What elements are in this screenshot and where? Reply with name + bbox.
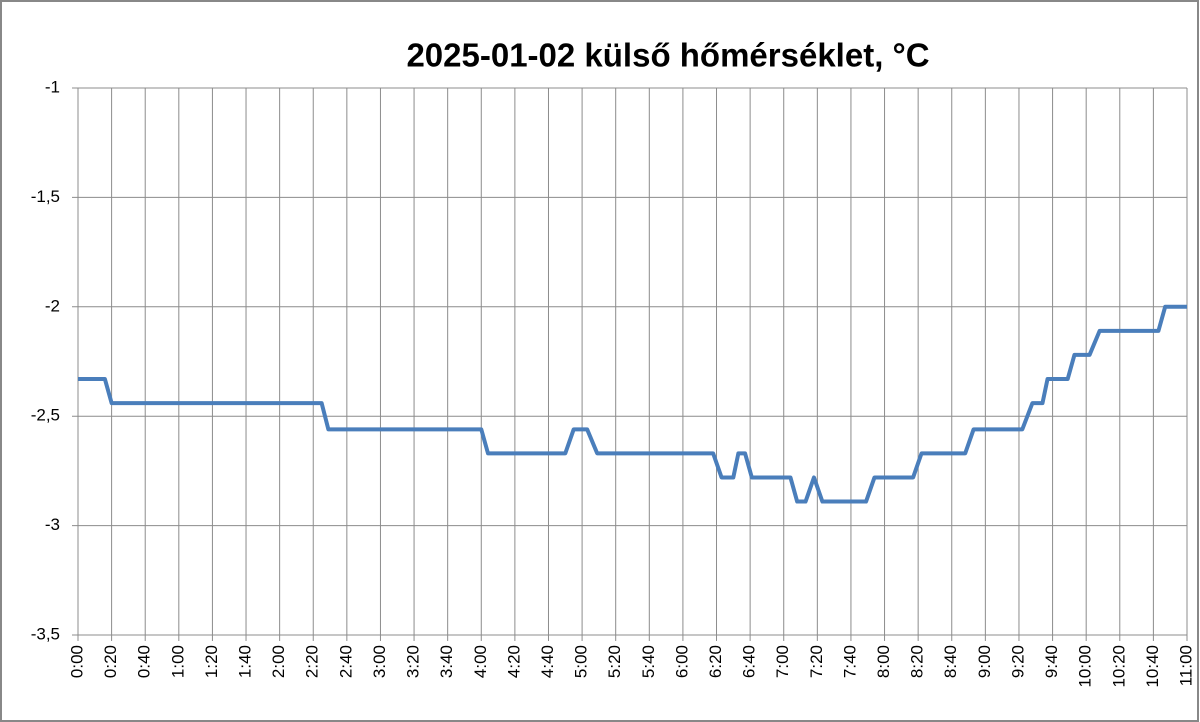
x-tick-label: 0:20 <box>101 645 120 678</box>
x-tick-label: 6:00 <box>672 645 691 678</box>
x-tick-label: 3:20 <box>404 645 423 678</box>
x-tick-label: 6:20 <box>706 645 725 678</box>
x-tick-label: 9:20 <box>1008 645 1027 678</box>
x-tick-label: 2:20 <box>303 645 322 678</box>
x-tick-label: 7:00 <box>773 645 792 678</box>
data-line <box>78 304 1187 504</box>
x-tick-label: 4:40 <box>538 645 557 678</box>
x-tick-label: 10:20 <box>1109 645 1128 688</box>
x-tick-label: 1:00 <box>168 645 187 678</box>
x-tick-label: 8:40 <box>941 645 960 678</box>
x-tick-label: 7:40 <box>840 645 859 678</box>
x-tick-label: 10:00 <box>1076 645 1095 688</box>
x-tick-label: 4:20 <box>504 645 523 678</box>
x-tick-label: 8:20 <box>908 645 927 678</box>
x-tick-label: 1:20 <box>202 645 221 678</box>
x-tick-label: 0:00 <box>67 645 86 678</box>
y-tick-label: -2,5 <box>31 406 60 425</box>
x-tick-label: 0:40 <box>135 645 154 678</box>
y-tick-label: -2 <box>45 296 60 315</box>
y-tick-label: -3 <box>45 515 60 534</box>
x-tick-label: 2:00 <box>269 645 288 678</box>
x-tick-label: 11:00 <box>1176 645 1195 686</box>
x-tick-label: 8:00 <box>874 645 893 678</box>
x-tick-label: 9:40 <box>1042 645 1061 678</box>
x-tick-label: 5:00 <box>572 645 591 678</box>
x-tick-label: 7:20 <box>807 645 826 678</box>
x-tick-label: 2:40 <box>336 645 355 678</box>
x-tick-label: 10:40 <box>1143 645 1162 688</box>
x-tick-label: 3:40 <box>437 645 456 678</box>
x-tick-label: 5:40 <box>639 645 658 678</box>
x-tick-label: 1:40 <box>236 645 255 678</box>
x-tick-label: 5:20 <box>605 645 624 678</box>
y-tick-label: -1 <box>45 77 60 96</box>
y-tick-label: -1,5 <box>31 187 60 206</box>
x-tick-label: 6:40 <box>740 645 759 678</box>
y-tick-label: -3,5 <box>31 624 60 643</box>
x-tick-label: 3:00 <box>370 645 389 678</box>
x-tick-label: 9:00 <box>975 645 994 678</box>
chart-title: 2025-01-02 külső hőmérséklet, °C <box>406 37 929 74</box>
x-tick-label: 4:00 <box>471 645 490 678</box>
